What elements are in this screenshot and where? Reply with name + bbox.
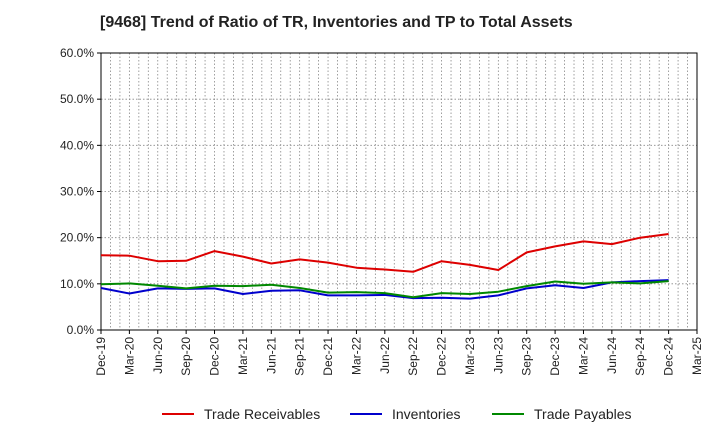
y-tick-label: 50.0%	[60, 92, 94, 106]
x-tick-label: Dec-24	[662, 337, 676, 376]
x-tick-label: Dec-22	[435, 337, 449, 376]
inventories-line	[100, 279, 669, 300]
y-tick-label: 10.0%	[60, 277, 94, 291]
x-tick-label: Dec-19	[94, 337, 108, 376]
x-tick-label: Sep-20	[179, 337, 193, 376]
x-tick-label: Mar-20	[122, 337, 136, 375]
x-tick-label: Dec-21	[321, 337, 335, 376]
x-tick-label: Mar-24	[576, 337, 590, 375]
x-tick-label: Jun-22	[378, 337, 392, 374]
legend: Trade Receivables Inventories Trade Payabl…	[162, 406, 632, 422]
x-tick-label: Jun-23	[491, 337, 505, 374]
trade-payables-legend-label: Trade Payables	[534, 406, 632, 422]
y-tick-label: 20.0%	[60, 231, 94, 245]
x-tick-label: Sep-23	[520, 337, 534, 376]
series-lines	[100, 233, 669, 300]
y-tick-label: 40.0%	[60, 138, 94, 152]
x-tick-label: Mar-25	[690, 337, 704, 375]
x-tick-label: Mar-21	[236, 337, 250, 375]
chart-title: [9468] Trend of Ratio of TR, Inventories…	[100, 14, 573, 31]
x-tick-label: Jun-24	[605, 337, 619, 374]
x-tick-label: Sep-24	[633, 337, 647, 376]
grid	[100, 52, 697, 331]
x-tick-label: Mar-23	[463, 337, 477, 375]
x-tick-label: Jun-20	[151, 337, 165, 374]
inventories-legend-label: Inventories	[392, 406, 460, 422]
x-tick-label: Mar-22	[349, 337, 363, 375]
x-tick-label: Dec-23	[548, 337, 562, 376]
y-tick-label: 0.0%	[67, 323, 95, 337]
y-tick-label: 60.0%	[60, 46, 94, 60]
x-tick-label: Jun-21	[264, 337, 278, 374]
x-tick-label: Sep-22	[406, 337, 420, 376]
x-tick-label: Dec-20	[208, 337, 222, 376]
trade-payables-line	[100, 280, 669, 299]
x-axis: Dec-19 Mar-20 Jun-20 Sep-20 Dec-20 Mar-21 Jun-…	[94, 330, 704, 376]
x-tick-label: Sep-21	[293, 337, 307, 376]
trade-receivables-legend-label: Trade Receivables	[204, 406, 320, 422]
y-axis: 0.0% 10.0% 20.0% 30.0% 40.0% 50.0% 60.0%	[60, 46, 101, 337]
trade-receivables-line	[100, 233, 669, 273]
y-tick-label: 30.0%	[60, 185, 94, 199]
